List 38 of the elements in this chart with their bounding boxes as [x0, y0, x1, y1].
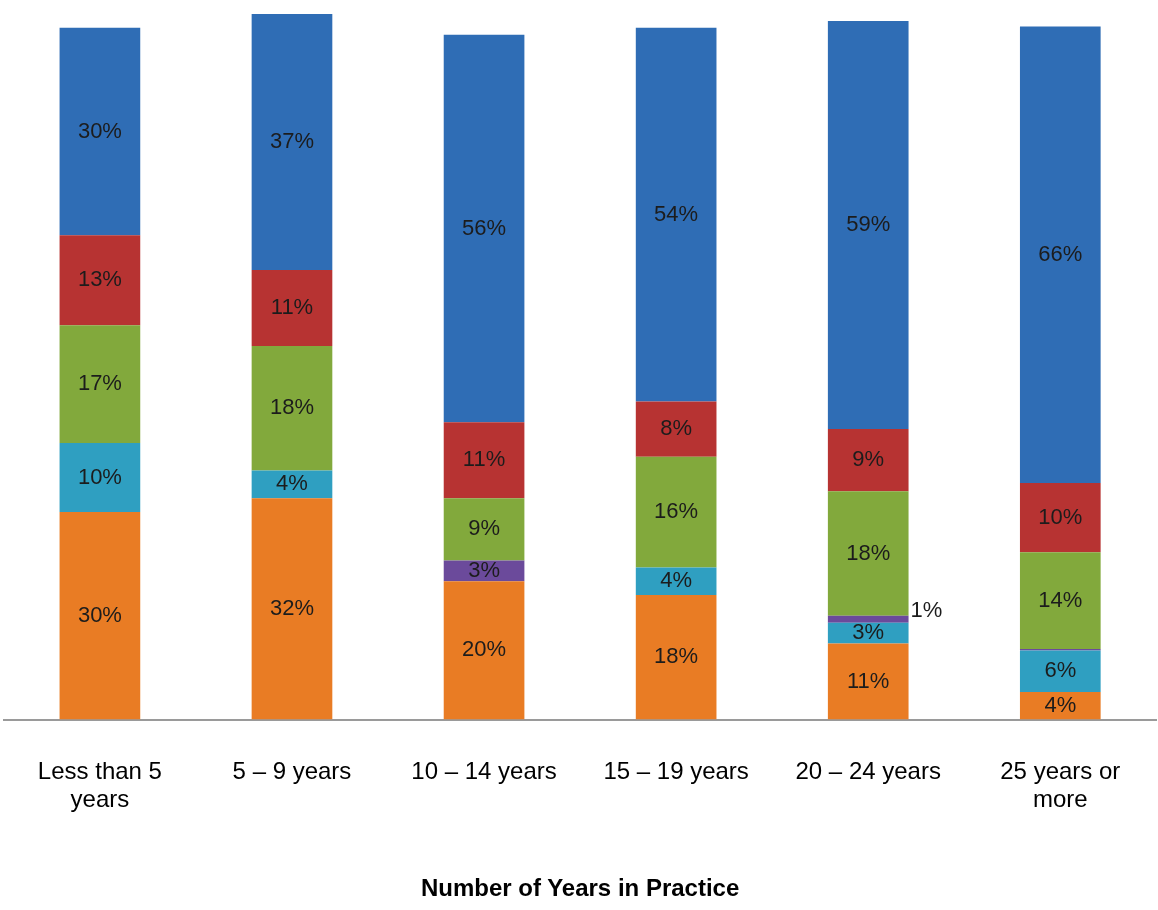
data-label: 17%	[77, 370, 122, 396]
data-label: 20%	[462, 636, 507, 662]
x-tick-label: 15 – 19 years	[603, 756, 749, 784]
data-label: 6%	[1044, 657, 1077, 683]
data-label: 3%	[468, 556, 500, 582]
data-label: 4%	[276, 470, 308, 496]
data-label: 18%	[654, 643, 699, 669]
data-label: 30%	[77, 117, 122, 143]
data-label: 32%	[269, 594, 315, 620]
x-tick-label: 5 – 9 years	[232, 756, 352, 784]
data-label: 3%	[852, 619, 885, 645]
x-axis-title: Number of Years in Practice	[420, 874, 740, 902]
data-label: 30%	[77, 601, 122, 627]
data-label: 1%	[910, 597, 943, 623]
data-label: 10%	[77, 463, 122, 489]
x-tick-label: Less than 5 years	[37, 756, 162, 813]
data-label: 9%	[468, 515, 500, 541]
data-label: 54%	[654, 200, 699, 226]
data-label: 11%	[847, 667, 890, 693]
data-label: 4%	[660, 567, 693, 593]
data-label: 16%	[654, 498, 699, 524]
data-label: 10%	[1038, 503, 1083, 529]
data-label: 8%	[660, 415, 693, 441]
data-label: 66%	[1038, 240, 1083, 266]
data-label: 11%	[270, 294, 314, 320]
x-tick-label: 10 – 14 years	[411, 756, 557, 784]
x-tick-label: 25 years or more	[1000, 756, 1121, 813]
data-label: 18%	[846, 539, 891, 565]
data-label: 59%	[846, 211, 891, 237]
data-label: 13%	[77, 266, 122, 292]
data-label: 18%	[269, 394, 315, 420]
data-label: 37%	[269, 128, 315, 154]
data-label: 4%	[1044, 691, 1077, 717]
x-tick-label: 20 – 24 years	[795, 756, 941, 784]
data-label: 14%	[1038, 586, 1083, 612]
data-label: 56%	[462, 214, 507, 240]
data-label: 9%	[852, 446, 885, 472]
data-label: 11%	[462, 446, 506, 472]
